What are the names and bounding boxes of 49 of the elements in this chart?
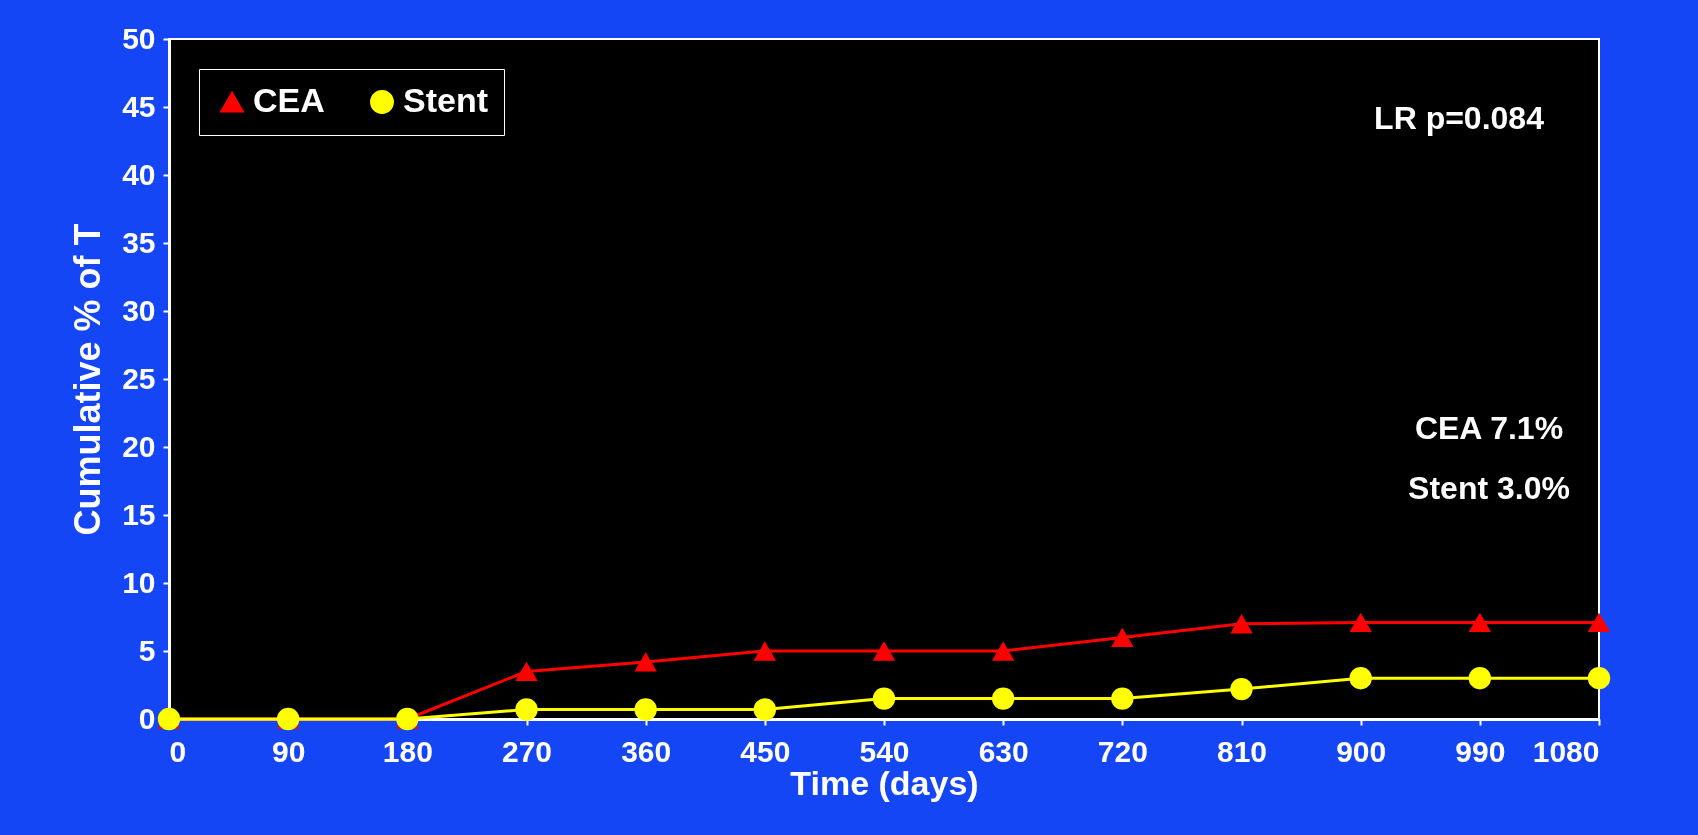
legend-label: CEA [253, 81, 325, 119]
point [1468, 667, 1492, 690]
y-tick-label: 50 [122, 21, 156, 55]
y-tick-label: 25 [122, 361, 156, 395]
point [1587, 612, 1611, 633]
x-tick-label: 450 [740, 734, 791, 768]
annotation: CEA 7.1% [1414, 410, 1564, 446]
y-tick-label: 30 [122, 293, 156, 327]
y-tick-label: 40 [122, 157, 156, 191]
y-axis-title: Cumulative % of T [67, 223, 109, 536]
x-tick-label: 1080 [1532, 734, 1600, 768]
y-tick-label: 15 [122, 497, 156, 531]
annotation: Stent 3.0% [1408, 470, 1570, 506]
y-tick-label: 45 [122, 89, 156, 123]
y-tick-label: 10 [122, 565, 156, 599]
point [515, 661, 538, 682]
x-tick-label: 0 [169, 734, 187, 768]
x-tick-label: 990 [1455, 734, 1506, 768]
y-tick-label: 5 [138, 633, 156, 667]
point [991, 687, 1015, 710]
legend-label: Stent [403, 81, 488, 119]
point [1111, 627, 1134, 648]
x-tick-label: 900 [1336, 734, 1387, 768]
point [872, 641, 896, 661]
point [1468, 612, 1492, 633]
point [1230, 677, 1253, 701]
point [634, 652, 657, 672]
x-tick-label: 90 [271, 734, 306, 768]
point [991, 641, 1015, 661]
point [1349, 667, 1372, 690]
point [872, 687, 896, 710]
point [515, 698, 538, 721]
y-tick-label: 35 [122, 225, 156, 259]
point [753, 641, 777, 661]
annotation: LR p=0.084 [1374, 100, 1545, 136]
y-tick-label: 20 [122, 429, 156, 463]
point [1230, 614, 1253, 634]
point [1111, 687, 1134, 710]
point [753, 698, 777, 721]
x-tick-label: 270 [501, 734, 553, 768]
x-tick-label: 180 [382, 734, 433, 768]
point [634, 698, 657, 721]
point [1587, 667, 1611, 690]
x-tick-label: 720 [1097, 734, 1148, 768]
y-tick-label: 0 [138, 701, 156, 735]
x-tick-label: 630 [978, 734, 1029, 768]
x-tick-label: 360 [621, 734, 672, 768]
x-tick-label: 810 [1216, 734, 1268, 768]
point [1349, 612, 1372, 633]
